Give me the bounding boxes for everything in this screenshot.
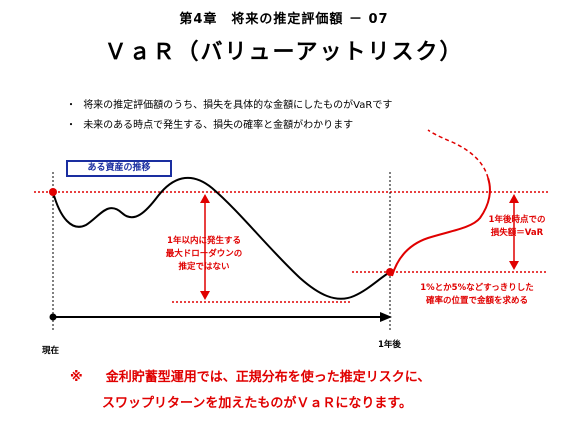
time-axis-arrowhead [380,312,392,322]
bullet-item-1: ・ 将来の推定評価額のうち、損失を具体的な金額にしたものがVaRです [66,96,392,111]
note-line-1: ※ 金利貯蓄型運用では、正規分布を使った推定リスクに、 [70,366,430,385]
var-annotation: 1年後時点での 損失額＝VaR [472,214,562,240]
probability-annotation-line: 確率の位置で金額を求める [425,296,528,306]
var-annotation-line: 損失額＝VaR [490,228,544,238]
asset-price-path [52,177,391,300]
drawdown-annotation-line: 1年以内に発生する [167,236,241,246]
probability-annotation-line: 1%とか5%などすっきりした [420,283,534,293]
bullet-item-2: ・ 未来のある時点で発生する、損失の確率と金額がわかります [66,116,353,131]
note-mark: ※ [70,370,83,385]
probability-annotation: 1%とか5%などすっきりした 確率の位置で金額を求める [402,282,552,308]
drawdown-annotation-line: 推定ではない [178,262,230,272]
chapter-heading: 第4章 将来の推定評価額 － 07 [179,12,389,27]
drawdown-arrow-up-head [200,194,210,203]
start-point-dot [49,188,57,196]
distribution-curve [391,177,491,277]
page-title: ＶａＲ（バリューアットリスク） [104,40,464,65]
distribution-curve-tail [427,129,489,179]
drawdown-annotation-line: 最大ドローダウンの [165,249,243,259]
var-annotation-line: 1年後時点での [488,215,546,225]
bullet-mark: ・ [66,100,76,111]
note-line-2: スワップリターンを加えたものがＶａＲになります。 [102,396,413,411]
asset-trend-label: ある資産の推移 [66,160,172,177]
var-arrow-up-head [509,194,519,203]
bullet-text: 将来の推定評価額のうち、損失を具体的な金額にしたものがVaRです [83,100,393,111]
var-arrow-down-head [509,261,519,270]
bullet-text: 未来のある時点で発生する、損失の確率と金額がわかります [83,120,354,131]
x-end-label: 1年後 [378,340,401,350]
drawdown-arrow-down-head [200,291,210,300]
x-start-label: 現在 [42,346,60,356]
time-axis-origin-dot [49,313,57,321]
note-text-1: 金利貯蓄型運用では、正規分布を使った推定リスクに、 [105,370,431,385]
drawdown-annotation: 1年以内に発生する 最大ドローダウンの 推定ではない [150,235,258,274]
bullet-mark: ・ [66,120,76,131]
